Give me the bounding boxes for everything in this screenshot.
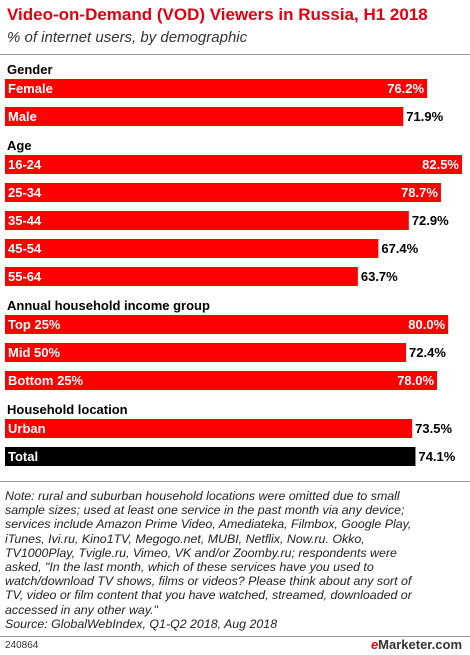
group-heading: Gender (7, 62, 53, 77)
bar-category-label: Total (8, 449, 38, 464)
bar-value-label: 76.2% (387, 81, 424, 96)
logo-text: Marketer (378, 637, 432, 652)
bar-value-label: 72.9% (412, 213, 449, 228)
bar-value-label: 74.1% (418, 449, 455, 464)
footer-rule (0, 636, 470, 637)
bar (5, 315, 449, 334)
bar-value-label: 71.9% (406, 109, 443, 124)
bar (5, 267, 358, 286)
group-heading: Household location (7, 402, 128, 417)
logo-e: e (370, 637, 379, 652)
bar-category-label: 25-34 (8, 185, 42, 200)
bar (5, 419, 413, 438)
note-line: services include Amazon Prime Video, Ame… (5, 517, 412, 532)
bar-value-label: 67.4% (381, 241, 418, 256)
bar (5, 371, 438, 390)
note-line: accessed in any other way." (5, 602, 158, 617)
chart-id: 240864 (5, 640, 39, 651)
note-line: TV, video or film content that you have … (5, 588, 412, 603)
note-line: sample sizes; used at least one service … (5, 503, 405, 518)
bar (5, 447, 416, 466)
bar-category-label: Bottom 25% (8, 373, 84, 388)
bar (5, 239, 379, 258)
chart-title: Video-on-Demand (VOD) Viewers in Russia,… (7, 5, 428, 24)
bar (5, 155, 462, 174)
logo-suffix: .com (431, 637, 462, 652)
bar (5, 183, 441, 202)
chart-subtitle: % of internet users, by demographic (7, 29, 248, 46)
bar (5, 107, 404, 126)
bar-category-label: Male (8, 109, 37, 124)
bar (5, 79, 428, 98)
group-heading: Annual household income group (7, 298, 210, 313)
header-rule (0, 54, 470, 55)
note-line: Note: rural and suburban household locat… (5, 489, 400, 503)
source-line: Source: GlobalWebIndex, Q1-Q2 2018, Aug … (5, 616, 278, 631)
bar-value-label: 72.4% (409, 345, 446, 360)
bar-value-label: 80.0% (408, 317, 445, 332)
emarketer-logo: eMarketer.com (371, 637, 462, 652)
chart-note: Note: rural and suburban household locat… (5, 489, 467, 631)
bar-category-label: Urban (8, 421, 46, 436)
note-line: asked, "In the last month, which of thes… (5, 560, 374, 575)
bar (5, 211, 409, 230)
bar-category-label: 16-24 (8, 157, 42, 172)
bar-value-label: 82.5% (422, 157, 459, 172)
bar (5, 343, 407, 362)
group-heading: Age (7, 138, 32, 153)
bar-value-label: 63.7% (361, 269, 398, 284)
note-line: watch/download TV shows, films or videos… (5, 574, 412, 589)
bar-value-label: 78.7% (401, 185, 438, 200)
bar-category-label: Top 25% (8, 317, 61, 332)
bar-category-label: 45-54 (8, 241, 42, 256)
bar-category-label: 55-64 (8, 269, 42, 284)
bar-category-label: Mid 50% (8, 345, 60, 360)
bar-category-label: 35-44 (8, 213, 42, 228)
bar-value-label: 78.0% (397, 373, 434, 388)
chart-bottom-rule (0, 481, 470, 482)
bar-chart: Gender Female 76.2% Male 71.9% Age 16-24 82.5% 2… (5, 62, 462, 466)
note-line: TV1000Play, Tvigle.ru, Vimeo, VK and/or … (5, 545, 397, 560)
bar-category-label: Female (8, 81, 53, 96)
note-line: iTunes, Ivi.ru, Kino1TV, Megogo.net, MUB… (5, 531, 365, 546)
bar-value-label: 73.5% (415, 421, 452, 436)
